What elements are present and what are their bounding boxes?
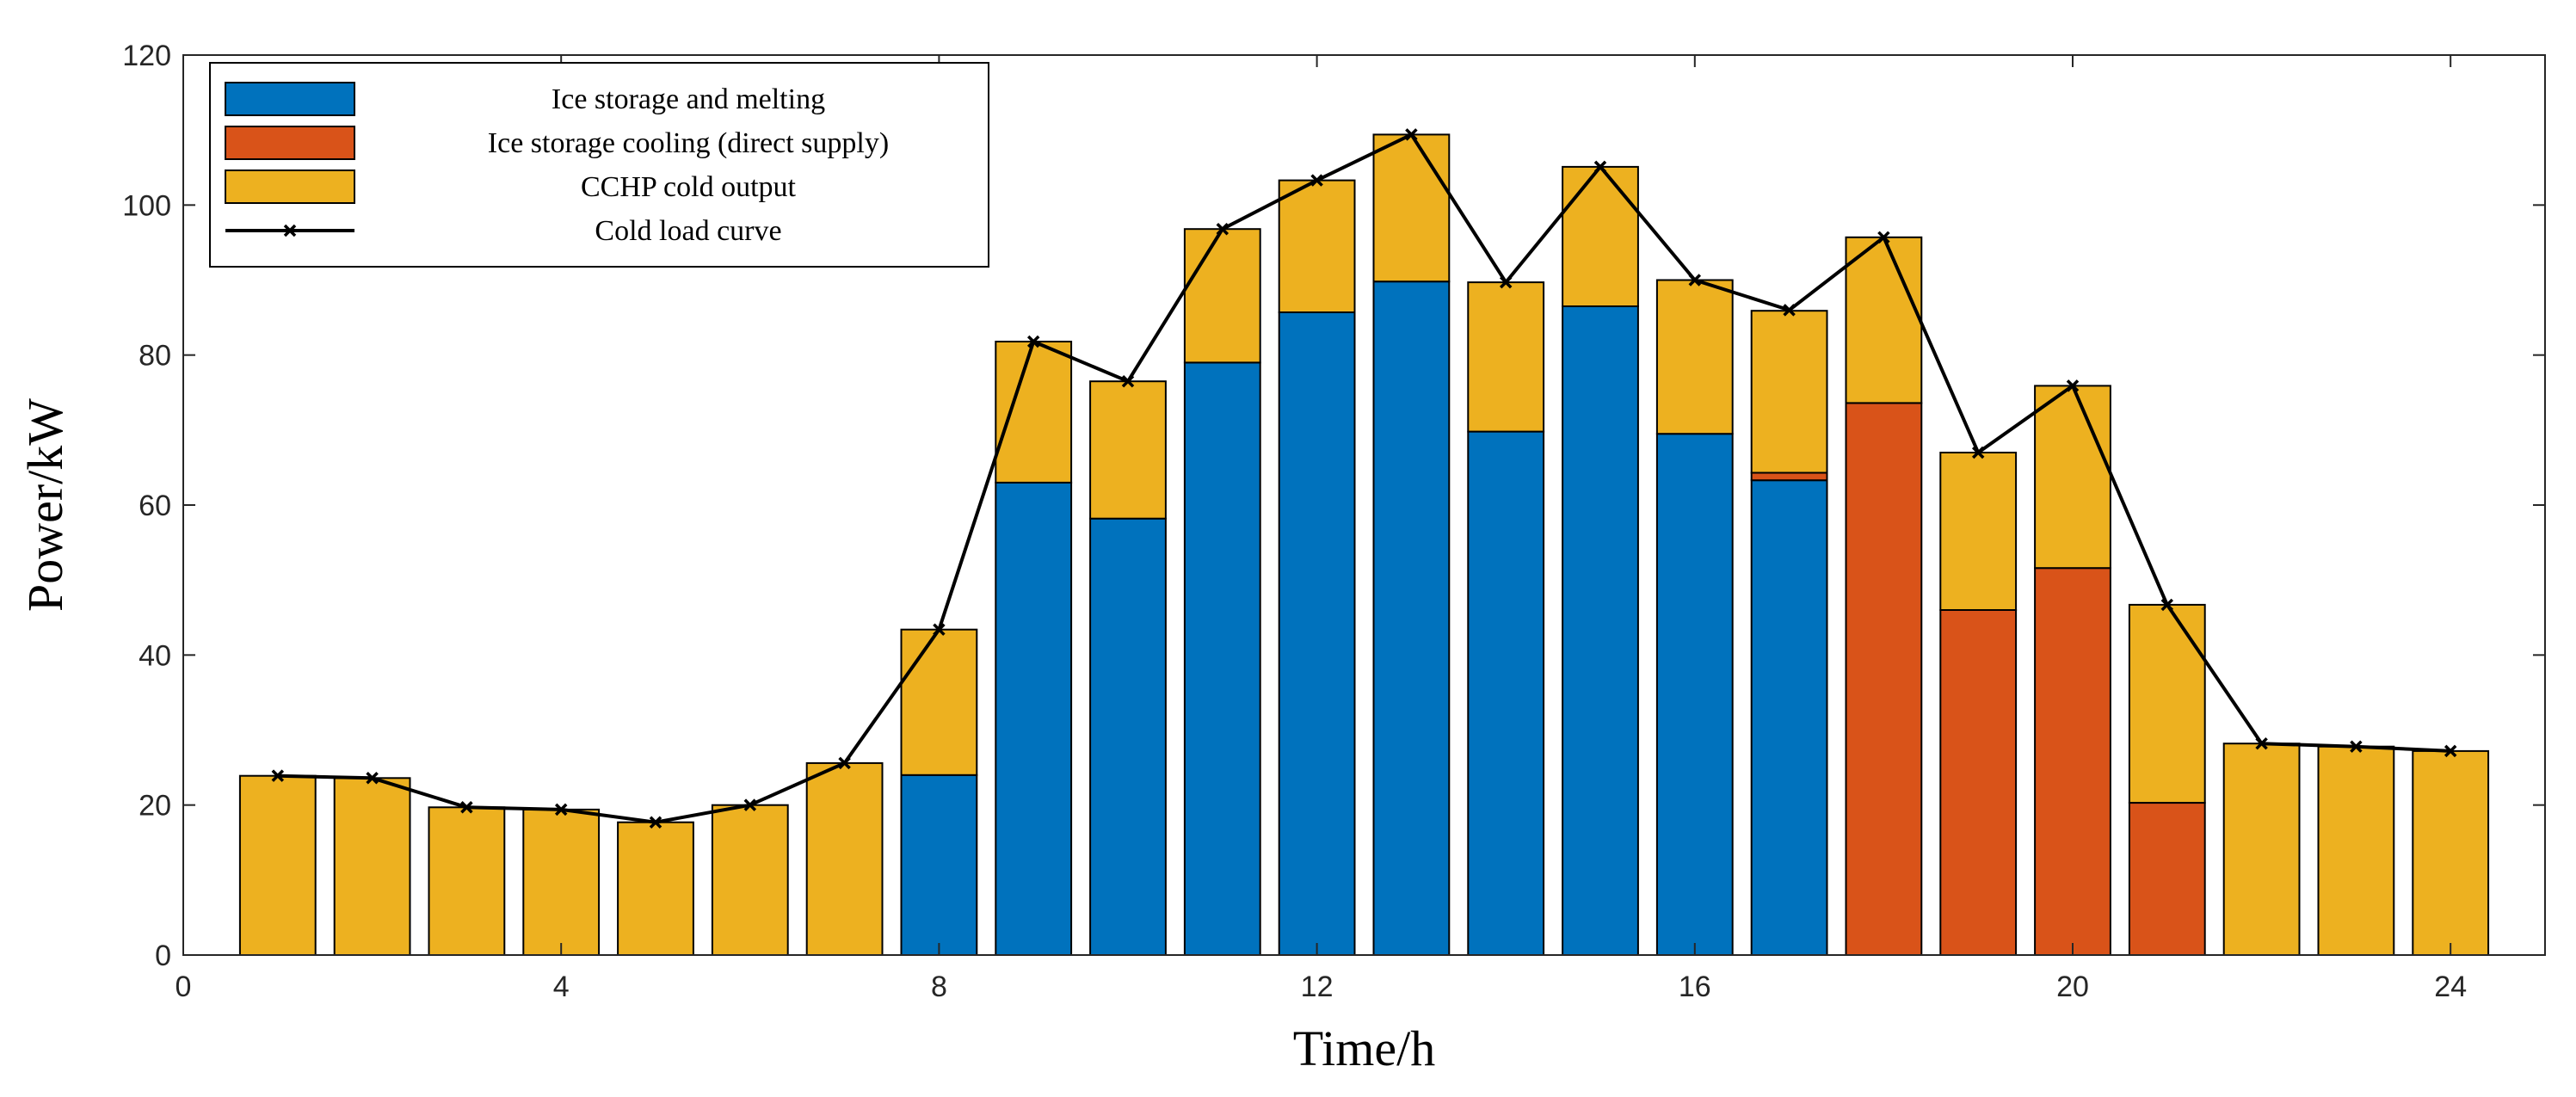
legend-swatch-0 — [225, 82, 355, 116]
y-tick-label-80: 80 — [139, 340, 171, 373]
cold-load-marker-h17 — [1783, 304, 1796, 317]
bar-s2-h17 — [1750, 310, 1828, 474]
bar-s0-h17 — [1750, 479, 1828, 956]
x-tick-label-24: 24 — [2434, 971, 2467, 1003]
bar-s2-h10 — [1089, 380, 1167, 520]
bar-s0-h10 — [1089, 517, 1167, 956]
cold-load-marker-h8 — [933, 623, 946, 636]
bar-s2-h1 — [238, 774, 317, 957]
bar-s2-h15 — [1562, 165, 1639, 307]
cold-load-marker-h14 — [1499, 275, 1513, 289]
x-axis-title: Time/h — [1293, 1020, 1435, 1076]
bar-s2-h7 — [805, 761, 884, 957]
legend-swatch-2 — [225, 169, 355, 204]
cold-load-marker-h6 — [743, 798, 757, 811]
bar-s2-h20 — [2034, 385, 2111, 570]
x-tick-label-8: 8 — [931, 971, 947, 1003]
bar-s2-h5 — [617, 821, 694, 957]
x-tick-label-0: 0 — [176, 971, 192, 1003]
bar-s0-h11 — [1183, 361, 1261, 956]
bar-s0-h14 — [1467, 430, 1545, 957]
cold-load-marker-h21 — [2160, 598, 2174, 612]
cold-load-marker-h5 — [649, 816, 662, 829]
bar-s2-h24 — [2412, 749, 2490, 957]
x-tick-label-12: 12 — [1301, 971, 1334, 1003]
bar-s0-h8 — [900, 773, 978, 956]
bar-s1-h18 — [1845, 402, 1923, 956]
y-tick-label-40: 40 — [139, 639, 171, 672]
cold-load-marker-h9 — [1026, 335, 1040, 348]
y-tick-label-120: 120 — [122, 40, 171, 72]
bar-s2-h4 — [522, 808, 601, 957]
cold-load-polyline — [277, 133, 2451, 824]
bar-s1-h19 — [1939, 609, 2018, 956]
bar-s2-h11 — [1183, 228, 1261, 364]
cold-load-marker-h4 — [554, 803, 568, 817]
cold-load-line — [271, 128, 2457, 829]
cold-load-marker-h24 — [2444, 744, 2457, 758]
y-tick-label-100: 100 — [122, 189, 171, 222]
legend-label-0: Ice storage and melting — [552, 83, 825, 115]
y-tick-label-20: 20 — [139, 790, 171, 823]
y-axis-title: Power/kW — [17, 398, 73, 612]
bar-s2-h14 — [1467, 281, 1545, 433]
cold-load-marker-h19 — [1971, 446, 1985, 459]
bar-s2-h16 — [1655, 279, 1734, 435]
legend-marker-3 — [283, 224, 297, 237]
bar-s2-h2 — [333, 777, 411, 956]
x-tick-label-4: 4 — [553, 971, 570, 1003]
bar-s2-h21 — [2128, 603, 2206, 804]
bar-s0-h16 — [1655, 433, 1734, 956]
cold-load-marker-h15 — [1593, 160, 1607, 174]
cold-load-marker-h1 — [271, 769, 285, 782]
cold-load-marker-h13 — [1405, 128, 1418, 141]
cold-load-marker-h20 — [2066, 379, 2080, 392]
cold-load-marker-h18 — [1877, 231, 1890, 244]
y-tick-label-60: 60 — [139, 490, 171, 522]
y-tick-label-0: 0 — [155, 940, 171, 972]
cold-load-marker-h10 — [1121, 374, 1135, 388]
bar-s2-h9 — [995, 341, 1073, 484]
bar-s1-h20 — [2034, 567, 2111, 956]
bar-s2-h19 — [1939, 452, 2018, 611]
x-tick-label-16: 16 — [1679, 971, 1711, 1003]
bar-s2-h8 — [900, 628, 978, 776]
cold-load-marker-h3 — [460, 801, 473, 814]
bar-s0-h13 — [1372, 280, 1451, 956]
axes: 0 4 8 12 16 20 24 0 20 40 60 80 100 120 — [122, 40, 2545, 1003]
bar-s2-h3 — [428, 806, 506, 956]
bar-s1-h17 — [1750, 471, 1828, 482]
legend-label-3: Cold load curve — [595, 215, 781, 247]
cold-load-marker-h12 — [1310, 174, 1323, 187]
bar-s2-h23 — [2317, 745, 2395, 957]
bar-s2-h13 — [1372, 133, 1451, 283]
bar-s1-h21 — [2128, 802, 2206, 956]
bar-s0-h15 — [1562, 305, 1639, 956]
x-tick-label-20: 20 — [2056, 971, 2089, 1003]
legend: Ice storage and melting Ice storage cooli… — [209, 62, 989, 268]
bar-s2-h12 — [1278, 179, 1356, 313]
cold-load-marker-h22 — [2255, 736, 2268, 750]
bar-s0-h12 — [1278, 311, 1356, 956]
cold-load-marker-h11 — [1216, 222, 1229, 236]
bar-s2-h6 — [711, 804, 789, 957]
cold-load-marker-h23 — [2350, 740, 2363, 753]
legend-label-1: Ice storage cooling (direct supply) — [488, 127, 889, 159]
bars — [238, 133, 2490, 957]
bar-s2-h18 — [1845, 236, 1923, 404]
bar-s0-h9 — [995, 481, 1073, 956]
legend-label-2: CCHP cold output — [581, 171, 797, 203]
cold-load-marker-h7 — [838, 756, 851, 770]
cold-load-marker-h2 — [366, 772, 379, 785]
cold-load-marker-h16 — [1688, 274, 1702, 287]
bar-s2-h22 — [2222, 743, 2301, 957]
legend-swatch-1 — [225, 126, 355, 160]
